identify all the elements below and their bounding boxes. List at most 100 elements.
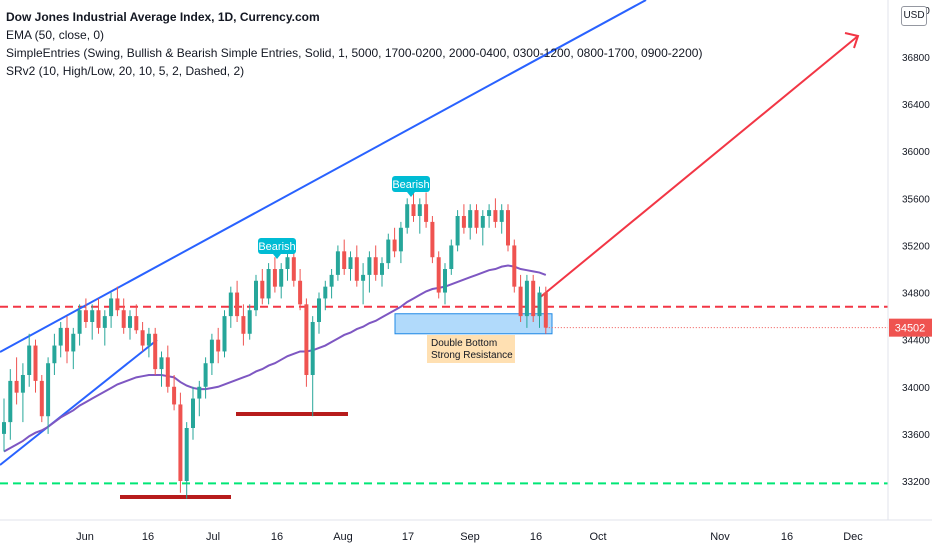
candle-body: [39, 380, 44, 417]
candle-body: [285, 257, 290, 269]
x-tick-label: 17: [402, 531, 414, 543]
candle-body: [380, 263, 384, 275]
projection-arrow: [537, 35, 859, 300]
candle-body: [146, 333, 151, 346]
candle-body: [272, 269, 277, 287]
y-tick-label: 36000: [902, 147, 930, 158]
note-line-1: Double Bottom: [431, 338, 497, 349]
candle-body: [304, 304, 309, 375]
candle-body: [266, 269, 271, 299]
legend-ema: EMA (50, close, 0): [6, 28, 105, 42]
candle-body: [222, 316, 227, 352]
y-tick-label: 34000: [902, 383, 930, 394]
candle-body: [33, 345, 38, 381]
arrow-head: [844, 32, 860, 49]
candle-body: [71, 333, 76, 352]
candle-body: [531, 280, 536, 317]
candle-body: [115, 298, 120, 311]
currency-badge[interactable]: USD: [901, 6, 927, 26]
candle-body: [329, 274, 334, 287]
candle-body: [27, 345, 32, 375]
double-bottom-zone: [394, 313, 553, 335]
x-tick-label: Jun: [76, 531, 94, 543]
candle-body: [197, 386, 202, 399]
note-box: [427, 335, 515, 363]
y-tick-label: 36800: [902, 53, 930, 64]
candle-body: [317, 298, 321, 322]
candle-body: [342, 251, 347, 269]
candle-body: [260, 280, 265, 299]
x-tick-label: 16: [530, 531, 542, 543]
candle-body: [373, 257, 378, 275]
bearish-pointer: [273, 254, 281, 259]
y-tick-label: 33600: [902, 430, 930, 441]
candle-body: [165, 357, 170, 387]
candle-body: [392, 239, 397, 252]
candle-body: [398, 227, 403, 252]
x-tick-label: 16: [271, 531, 283, 543]
candle-body: [354, 257, 359, 281]
last-price-tag: [889, 318, 932, 337]
candle-body: [83, 310, 88, 322]
candle-body: [209, 339, 214, 364]
bearish-badge: [258, 238, 296, 254]
candle-body: [90, 310, 95, 322]
candle-body: [468, 210, 473, 228]
candle-body: [216, 339, 221, 352]
candle-body: [279, 269, 284, 287]
candle-body: [134, 316, 139, 331]
bearish-badge: [392, 176, 430, 192]
candle-body: [109, 298, 114, 317]
candle-body: [140, 330, 145, 346]
bearish-label: Bearish: [258, 241, 295, 253]
y-tick-label: 35200: [902, 241, 930, 252]
level-lines: [0, 305, 888, 499]
candle-body: [405, 204, 410, 228]
candle-body: [77, 310, 82, 334]
candle-body: [46, 363, 51, 417]
candle-body: [52, 345, 57, 364]
candle-body: [20, 375, 25, 393]
candle-body: [443, 269, 447, 293]
candle-body: [2, 422, 6, 434]
last-price-label: 34502: [895, 323, 926, 335]
y-tick-label: 35600: [902, 194, 930, 205]
candle-body: [323, 286, 328, 299]
candle-body: [455, 216, 460, 246]
candle-body: [8, 380, 13, 423]
candle-body: [543, 292, 548, 328]
upper-trendline: [0, 0, 647, 353]
candle-body: [493, 210, 498, 222]
y-tick-label: 34800: [902, 289, 930, 300]
candle-body: [228, 292, 233, 317]
trend-lines: [0, 0, 860, 466]
candle-body: [102, 316, 107, 328]
candle-body: [411, 204, 416, 216]
candle-body: [474, 210, 479, 228]
candle-body: [367, 257, 372, 275]
candle-body: [430, 221, 435, 258]
candle-body: [172, 386, 177, 405]
bearish-label: Bearish: [392, 179, 429, 191]
bearish-pointer: [407, 192, 415, 197]
candle-body: [449, 245, 454, 269]
candle-body: [537, 292, 542, 317]
candle-body: [178, 404, 183, 481]
x-tick-label: Nov: [710, 531, 730, 543]
chart-legend: Dow Jones Industrial Average Index, 1D, …: [6, 8, 702, 80]
candle-body: [291, 257, 296, 281]
candle-body: [335, 251, 340, 275]
candle-body: [518, 286, 523, 317]
candle-body: [348, 257, 353, 269]
candle-body: [298, 280, 303, 305]
legend-srv2: SRv2 (10, High/Low, 20, 10, 5, 2, Dashed…: [6, 64, 245, 78]
candle-body: [128, 316, 132, 328]
candle-body: [96, 310, 101, 328]
y-tick-label: 34400: [902, 336, 930, 347]
y-tick-label: 33200: [902, 477, 930, 488]
candle-body: [254, 280, 258, 311]
candle-body: [65, 327, 69, 352]
